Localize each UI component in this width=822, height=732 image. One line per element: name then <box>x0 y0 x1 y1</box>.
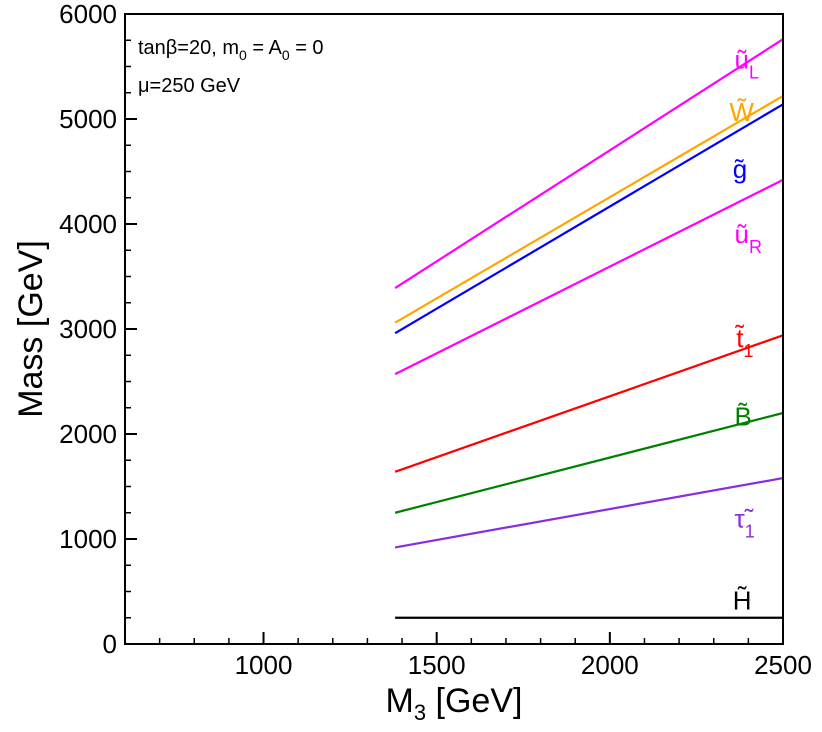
plot-frame <box>124 13 784 645</box>
annotation-mu: μ=250 GeV <box>138 75 241 97</box>
series-line <box>394 334 784 473</box>
annotation-params: tanβ=20, m0 = A0 = 0 <box>138 37 324 63</box>
x-tick-label: 2000 <box>581 650 639 680</box>
y-tick-label: 2000 <box>59 419 117 449</box>
series-label: g̃ <box>733 154 747 184</box>
x-tick-label: 1500 <box>408 650 466 680</box>
y-tick-label: 6000 <box>59 0 117 29</box>
series-label: H̃ <box>733 585 752 615</box>
y-axis-title: Mass [GeV] <box>12 240 50 418</box>
series-line <box>394 103 784 335</box>
series-label: B̃ <box>735 402 752 432</box>
series-line <box>394 411 784 514</box>
series-label: W̃ <box>729 97 754 127</box>
series-label: ũL <box>735 45 759 83</box>
series-line <box>394 94 784 324</box>
series-label: τ̃1 <box>735 503 755 541</box>
series-label: t̃1 <box>734 323 753 361</box>
series-lines <box>394 38 784 619</box>
series-labels: ũL W̃ g̃ ũR t̃1 B̃ τ̃1 H̃ <box>729 45 762 616</box>
y-tick-label: 4000 <box>59 209 117 239</box>
series-line <box>394 178 784 376</box>
series-line <box>394 38 784 289</box>
x-axis-title: M3 [GeV] <box>386 682 523 725</box>
series-line <box>394 477 784 549</box>
x-tick-label: 2500 <box>754 650 812 680</box>
y-tick-label: 1000 <box>59 524 117 554</box>
y-axis-ticks: 0 1000 2000 3000 4000 5000 6000 <box>59 0 137 659</box>
y-tick-label: 5000 <box>59 104 117 134</box>
y-tick-label: 3000 <box>59 314 117 344</box>
x-tick-label: 1000 <box>235 650 293 680</box>
series-label: ũR <box>735 219 762 257</box>
x-axis-ticks: 1000 1500 2000 2500 <box>158 632 812 680</box>
y-tick-label: 0 <box>103 629 117 659</box>
